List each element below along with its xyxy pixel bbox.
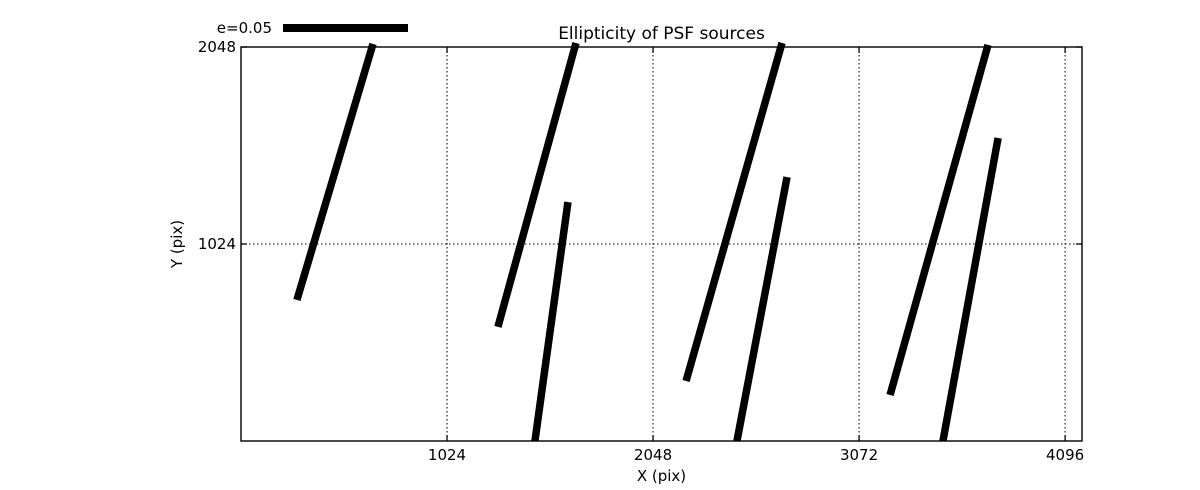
legend-label: e=0.05 xyxy=(216,19,272,37)
y-tick-label: 2048 xyxy=(197,38,236,56)
psf-ellipticity-whisker xyxy=(682,41,786,383)
psf-ellipticity-whisker xyxy=(494,41,580,328)
x-tick-label: 4096 xyxy=(1046,446,1085,464)
psf-ellipticity-whisker xyxy=(886,43,992,397)
x-tick-label: 3072 xyxy=(839,446,879,464)
psf-ellipticity-whisker xyxy=(733,176,791,442)
psf-ellipticity-whisker xyxy=(293,42,377,302)
x-tick-label: 1024 xyxy=(427,446,467,464)
x-axis-label: X (pix) xyxy=(636,467,687,485)
x-tick-label: 2048 xyxy=(633,446,673,464)
legend-sample-line xyxy=(283,24,408,32)
psf-ellipticity-whisker xyxy=(531,201,572,442)
y-tick-label: 1024 xyxy=(197,235,236,253)
y-axis-label: Y (pix) xyxy=(168,219,186,269)
psf-ellipticity-whisker xyxy=(939,137,1002,442)
chart-title: Ellipticity of PSF sources xyxy=(558,24,765,44)
